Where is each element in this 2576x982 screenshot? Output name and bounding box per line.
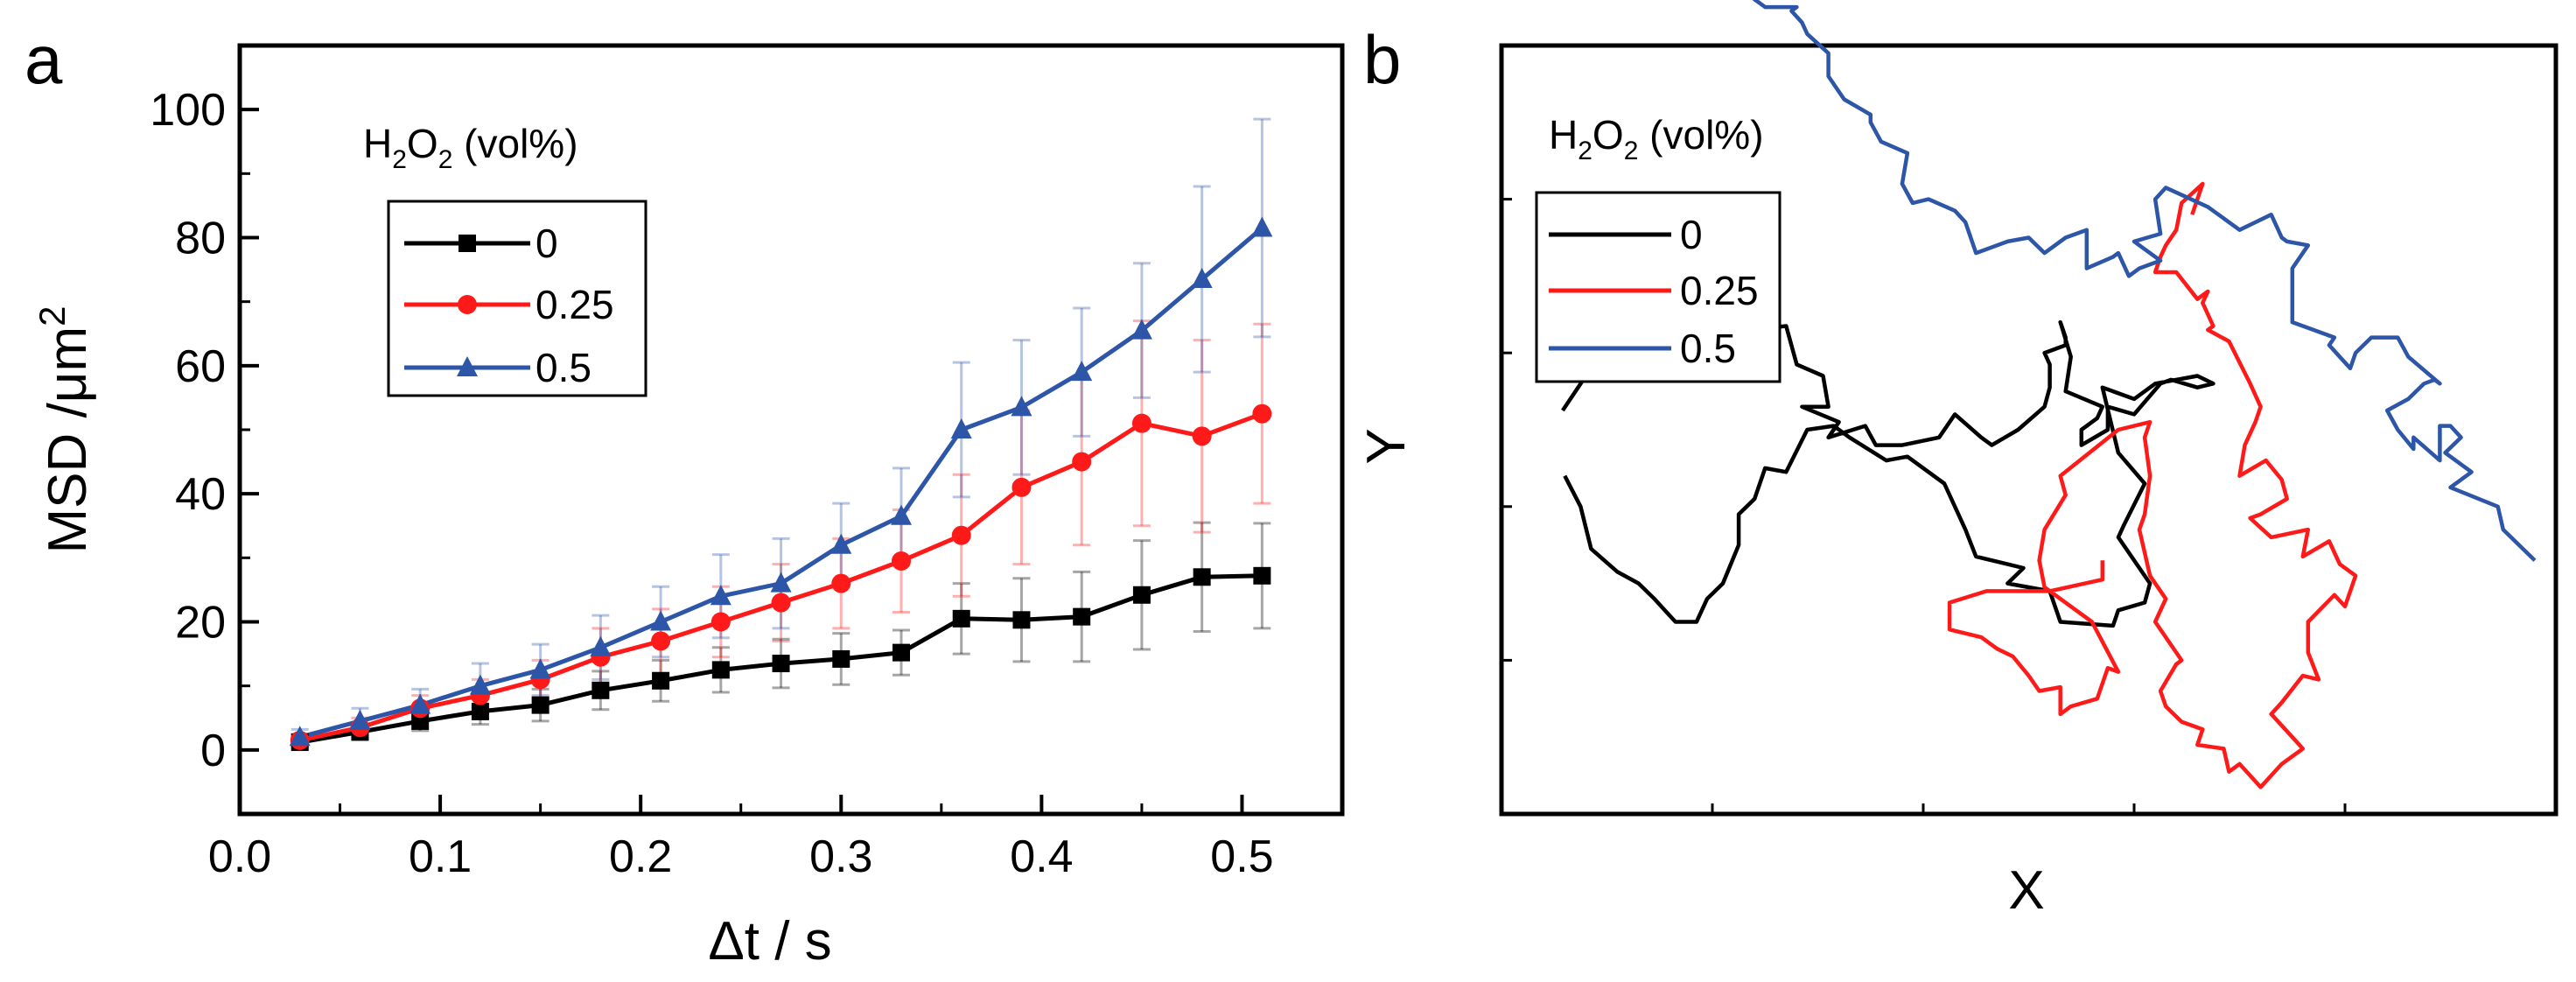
panel-b-legend-label-0: 0	[1680, 212, 1703, 257]
y-tick-label-0: 0	[200, 726, 226, 776]
panel-b-legend-title-sub1: 2	[1578, 137, 1592, 165]
panel-a-legend-marker-0	[458, 235, 476, 252]
panel-a-legend-title-o: O	[407, 121, 438, 166]
panel-a-y-axis-label-main: MSD /μm	[38, 326, 98, 554]
panel-a-label: a	[24, 21, 63, 98]
panel-a-legend-title-sub1: 2	[392, 145, 407, 174]
panel-b-x-axis-label: X	[2008, 860, 2044, 921]
panel-a-legend-label-05: 0.5	[536, 345, 592, 390]
panel-a-x-axis-label: Δt / s	[708, 911, 831, 971]
marker-0.25-6	[651, 631, 671, 651]
panel-a-legend-label-0: 0	[536, 221, 558, 266]
panel-a-legend-title-sub2: 2	[438, 145, 453, 174]
marker-0.5-13	[1071, 361, 1093, 382]
panel-a-legend-marker-025	[458, 295, 477, 314]
panel-a-legend-box	[387, 200, 648, 397]
y-tick-label-4: 80	[175, 214, 226, 264]
y-tick-label-3: 60	[175, 341, 226, 392]
marker-0.25-7	[710, 612, 731, 632]
marker-0.5-9	[830, 533, 852, 554]
marker-0.5-10	[891, 504, 912, 525]
marker-0-3	[471, 702, 489, 720]
panel-b-legend-title-h: H	[1549, 112, 1578, 158]
marker-0-5	[592, 681, 610, 699]
x-tick-label-0: 0.0	[208, 831, 271, 882]
panel-a-ticks	[238, 44, 1244, 816]
marker-0-9	[832, 649, 850, 668]
marker-0.5-3	[469, 674, 491, 695]
marker-0-4	[531, 696, 550, 714]
x-tick-label-3: 0.3	[809, 831, 872, 882]
marker-0.25-12	[1012, 477, 1032, 497]
marker-0-13	[1073, 607, 1091, 626]
panel-b-plot-frame	[1499, 43, 2558, 817]
panel-a-legend-title-suffix: (vol%)	[452, 121, 578, 166]
marker-0.5-11	[950, 418, 972, 438]
marker-0.5-5	[590, 635, 612, 656]
marker-0-10	[892, 643, 910, 662]
marker-0-14	[1132, 586, 1151, 604]
trajectory-0	[1561, 224, 2216, 628]
panel-b-legend-title-o: O	[1592, 112, 1624, 158]
marker-0.25-14	[1131, 413, 1152, 433]
marker-0-15	[1193, 568, 1211, 586]
marker-0.5-16	[1251, 216, 1273, 237]
panel-a-legend-title-h: H	[363, 121, 392, 166]
marker-0.25-13	[1072, 452, 1092, 472]
marker-0-11	[952, 609, 970, 628]
marker-0.5-7	[710, 585, 732, 606]
panel-a-markers	[289, 216, 1273, 752]
panel-b-legend-label-05: 0.5	[1680, 326, 1736, 371]
y-tick-label-1: 20	[175, 598, 226, 649]
panel-b-legend-title: H2O2 (vol%)	[1549, 112, 1764, 165]
panel-a-legend-label-025: 0.25	[536, 282, 614, 327]
panel-a-legend-title: H2O2 (vol%)	[363, 121, 578, 174]
panel-a-y-axis-label-sup: 2	[32, 306, 73, 326]
panel-a-legend: 0 0.25 0.5	[387, 200, 648, 397]
marker-0.5-1	[349, 709, 371, 730]
marker-0.5-2	[410, 693, 431, 714]
marker-0.25-16	[1252, 403, 1272, 424]
marker-0.5-8	[770, 572, 792, 593]
marker-0.5-6	[650, 610, 672, 631]
marker-0.25-10	[892, 551, 911, 571]
marker-0-7	[711, 661, 730, 679]
y-tick-label-2: 40	[175, 469, 226, 520]
panel-b-legend-title-sub2: 2	[1624, 137, 1639, 165]
marker-0.5-12	[1011, 396, 1032, 417]
trajectory-0.5	[1753, 0, 2537, 562]
marker-0-16	[1253, 566, 1271, 585]
panel-b-legend: 0 0.25 0.5	[1535, 191, 1782, 383]
marker-0.25-8	[771, 593, 791, 613]
marker-0-6	[652, 671, 670, 690]
panel-b-trajectories	[1561, 0, 2537, 789]
trajectory-0.25	[1947, 181, 2358, 789]
marker-0.5-15	[1191, 268, 1213, 289]
panel-b-ticks	[1502, 198, 2347, 814]
marker-0-8	[772, 655, 790, 673]
marker-0.5-0	[289, 726, 311, 747]
x-tick-label-2: 0.2	[609, 831, 672, 882]
x-tick-label-4: 0.4	[1010, 831, 1073, 882]
y-tick-label-5: 100	[150, 85, 226, 136]
panel-b-label: b	[1363, 21, 1401, 98]
panel-b-legend-title-suffix: (vol%)	[1638, 112, 1763, 158]
panel-a-y-axis-label: MSD /μm2	[32, 306, 98, 554]
panel-b-chart: Y X H2O2 (vol%) 0 0.25 0.5	[1356, 0, 2558, 921]
panel-a-legend-marker-05	[457, 356, 478, 376]
marker-0.25-15	[1192, 426, 1212, 446]
panel-b-y-axis-label: Y	[1356, 428, 1417, 464]
marker-0-12	[1012, 611, 1031, 629]
x-tick-label-5: 0.5	[1210, 831, 1273, 882]
marker-0.5-14	[1130, 319, 1152, 340]
x-tick-label-1: 0.1	[409, 831, 472, 882]
panel-b-legend-label-025: 0.25	[1680, 268, 1759, 313]
marker-0.25-9	[831, 573, 851, 593]
marker-0.5-4	[529, 658, 551, 679]
marker-0.25-11	[951, 525, 971, 545]
